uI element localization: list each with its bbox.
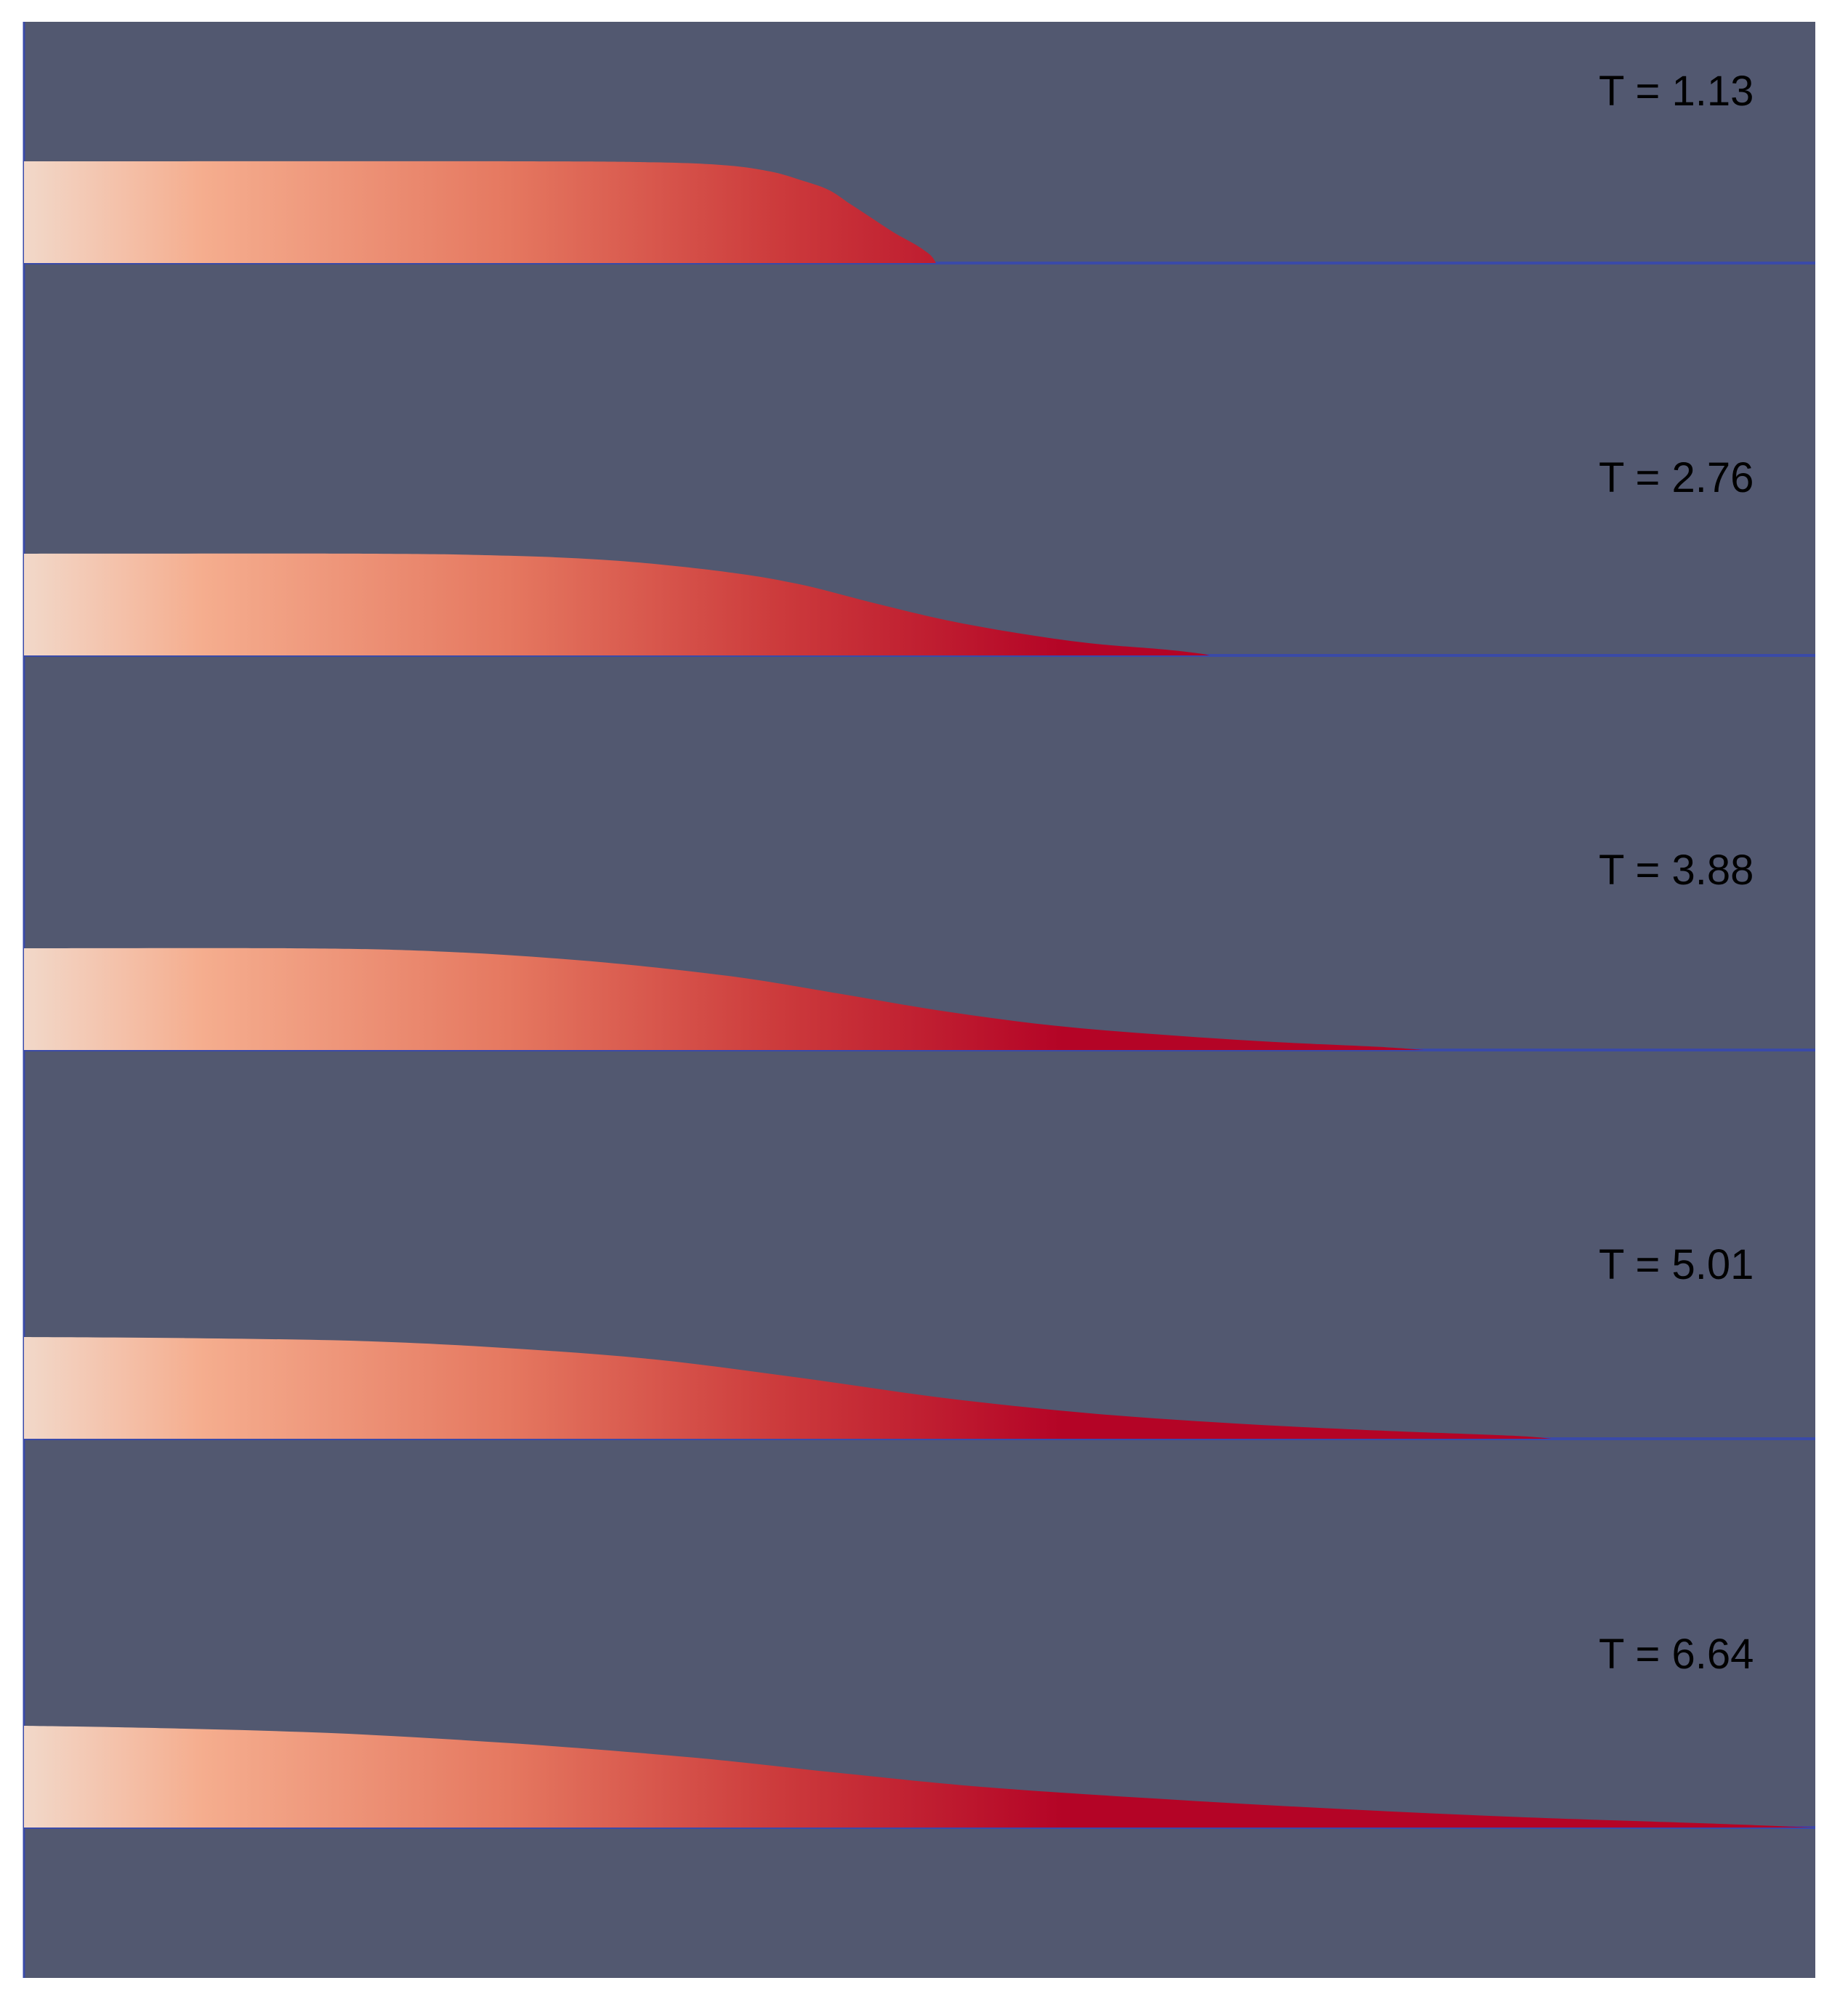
snapshot-panel: T = 3.88 <box>24 847 1815 1051</box>
time-label: T = 6.64 <box>1599 1631 1754 1678</box>
snapshot-panel: T = 5.01 <box>24 1241 1815 1440</box>
film-profile <box>24 1726 1815 1828</box>
film-profile <box>24 948 1424 1050</box>
film-profile <box>24 553 1210 655</box>
snapshot-panel: T = 1.13 <box>24 68 1815 264</box>
snapshot-panel: T = 2.76 <box>24 454 1815 657</box>
time-label: T = 2.76 <box>1599 454 1754 501</box>
time-label: T = 3.88 <box>1599 847 1754 894</box>
time-label: T = 1.13 <box>1599 68 1754 115</box>
film-profile <box>24 161 936 263</box>
time-label: T = 5.01 <box>1599 1241 1754 1288</box>
snapshot-panel: T = 6.64 <box>24 1631 1815 1829</box>
film-profile <box>24 1337 1552 1439</box>
